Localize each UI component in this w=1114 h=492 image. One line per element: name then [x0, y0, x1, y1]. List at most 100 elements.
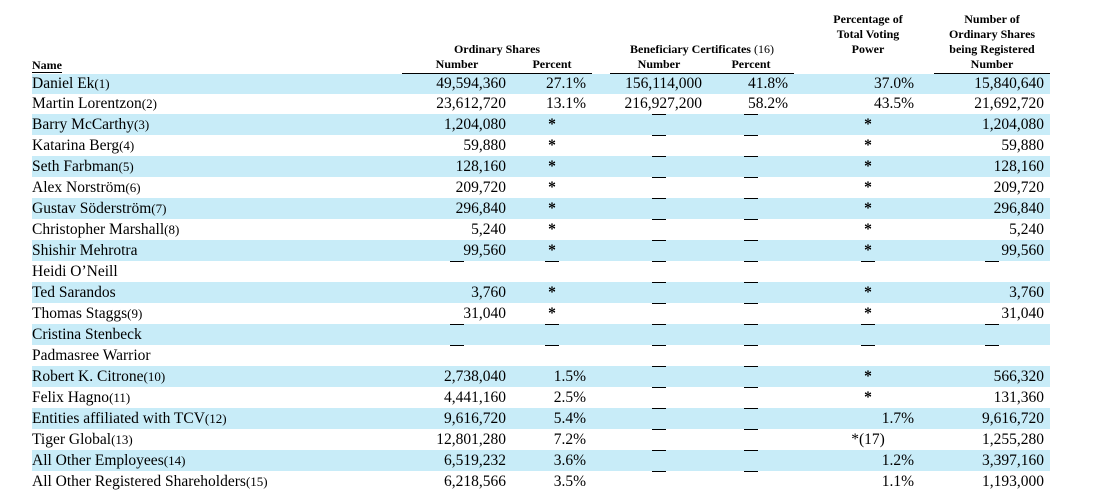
ordinary-shares-percent-value: 1.5%	[554, 368, 586, 385]
beneficiary-certificates-percent-cell: —	[708, 198, 794, 219]
beneficiary-certificates-note: (16)	[754, 42, 774, 57]
column-gap	[794, 450, 816, 471]
shareholder-name-cell: Barry McCarthy(3)	[32, 114, 402, 135]
beneficiary-certificates-percent-cell: —	[708, 135, 794, 156]
ordinary-shares-number-cell: 12,801,280	[402, 429, 512, 450]
shareholder-name: Christopher Marshall	[32, 221, 164, 238]
shareholder-name-cell: Padmasree Warrior	[32, 345, 402, 366]
column-gap	[592, 429, 610, 450]
table-row: Entities affiliated with TCV(12)9,616,72…	[32, 408, 1050, 429]
shareholder-name-cell: Tiger Global(13)	[32, 429, 402, 450]
shareholder-name-cell: Gustav Söderström(7)	[32, 198, 402, 219]
dash-mark: —	[744, 408, 758, 429]
asterisk-mark: *	[548, 221, 556, 238]
shareholder-name: Heidi O’Neill	[32, 263, 118, 280]
column-gap	[920, 156, 934, 177]
bc-percent-header: Percent	[708, 57, 794, 74]
footnote-ref: (7)	[151, 201, 166, 216]
ordinary-shares-number-value: 59,880	[463, 137, 506, 154]
shareholder-name-cell: Katarina Berg(4)	[32, 135, 402, 156]
table-row: Tiger Global(13)12,801,2807.2%——*(17)1,2…	[32, 429, 1050, 450]
dash-mark: —	[450, 345, 464, 366]
beneficiary-certificates-number-cell: —	[610, 429, 708, 450]
asterisk-mark: *	[864, 200, 872, 217]
registered-shares-cell: 128,160	[934, 156, 1050, 177]
shareholder-name: Daniel Ek	[32, 75, 94, 92]
beneficiary-certificates-number-cell: —	[610, 303, 708, 324]
beneficiary-certificates-percent-cell: —	[708, 156, 794, 177]
shareholder-name: Gustav Söderström	[32, 200, 151, 217]
column-gap	[592, 303, 610, 324]
shareholder-name-cell: All Other Registered Shareholders(15)	[32, 471, 402, 492]
registered-shares-cell: 9,616,720	[934, 408, 1050, 429]
ordinary-shares-number-value: 9,616,720	[444, 410, 506, 427]
dash-mark: —	[652, 324, 666, 345]
column-gap	[592, 177, 610, 198]
shareholder-name: Barry McCarthy	[32, 116, 134, 133]
column-gap	[920, 282, 934, 303]
registered-shares-value: 1,204,080	[982, 116, 1044, 133]
voting-power-cell: —	[816, 324, 920, 345]
table-row: All Other Employees(14)6,519,2323.6%——1.…	[32, 450, 1050, 471]
voting-power-header: Percentage of Total Voting Power	[816, 12, 920, 57]
asterisk-mark: *	[864, 242, 872, 259]
voting-power-cell: *	[816, 135, 920, 156]
ordinary-shares-number-value: 128,160	[456, 158, 506, 175]
voting-power-header-spacer	[816, 57, 920, 74]
footnote-ref: (1)	[94, 76, 109, 91]
beneficiary-certificates-number-cell: 216,927,200	[610, 94, 708, 114]
dash-mark: —	[744, 177, 758, 198]
dash-mark: —	[652, 261, 666, 282]
voting-power-cell: —	[816, 261, 920, 282]
beneficiary-certificates-percent-cell: —	[708, 303, 794, 324]
beneficiary-certificates-number-cell: —	[610, 408, 708, 429]
table-row: Gustav Söderström(7)296,840*——*296,840	[32, 198, 1050, 219]
ordinary-shares-number-value: 49,594,360	[436, 75, 506, 92]
column-gap	[592, 156, 610, 177]
ordinary-shares-percent-cell: 27.1%	[512, 74, 592, 95]
voting-power-cell: *	[816, 240, 920, 261]
shareholder-name-cell: Robert K. Citrone(10)	[32, 366, 402, 387]
asterisk-mark: *	[864, 158, 872, 175]
column-gap	[920, 219, 934, 240]
registered-shares-value: 3,397,160	[982, 452, 1044, 469]
beneficiary-certificates-number-cell: —	[610, 366, 708, 387]
shareholder-name: Tiger Global	[32, 431, 111, 448]
column-gap	[920, 471, 934, 492]
ordinary-shares-percent-cell: *	[512, 156, 592, 177]
ordinary-shares-percent-cell: *	[512, 198, 592, 219]
table-row: Padmasree Warrior——————	[32, 345, 1050, 366]
dash-mark: —	[744, 303, 758, 324]
column-gap	[794, 303, 816, 324]
footnote-ref: (11)	[109, 390, 130, 405]
shareholder-name-cell: Daniel Ek(1)	[32, 74, 402, 95]
footnote-ref: (2)	[142, 96, 157, 111]
registered-shares-value: 15,840,640	[974, 75, 1044, 92]
beneficiary-certificates-number-cell: —	[610, 240, 708, 261]
shareholder-name: Ted Sarandos	[32, 284, 116, 301]
column-gap	[794, 177, 816, 198]
table-row: Katarina Berg(4)59,880*——*59,880	[32, 135, 1050, 156]
ordinary-shares-number-value: 12,801,280	[436, 431, 506, 448]
ordinary-shares-number-value: 31,040	[463, 305, 506, 322]
shareholder-name-cell: Shishir Mehrotra	[32, 240, 402, 261]
voting-power-value: 1.2%	[882, 452, 914, 469]
beneficiary-certificates-percent-cell: —	[708, 261, 794, 282]
ordinary-shares-percent-cell: *	[512, 135, 592, 156]
dash-mark: —	[652, 387, 666, 408]
column-gap	[794, 135, 816, 156]
column-gap	[592, 240, 610, 261]
voting-power-cell: 1.2%	[816, 450, 920, 471]
dash-mark: —	[744, 135, 758, 156]
dash-mark: —	[652, 408, 666, 429]
shareholder-name: Katarina Berg	[32, 137, 119, 154]
registered-shares-cell: 131,360	[934, 387, 1050, 408]
column-gap	[592, 324, 610, 345]
shareholder-name: Martin Lorentzon	[32, 95, 142, 112]
beneficiary-certificates-number-value: 216,927,200	[625, 95, 703, 112]
column-gap	[920, 387, 934, 408]
footnote-ref: (3)	[134, 117, 149, 132]
beneficiary-certificates-percent-value: 41.8%	[748, 75, 788, 92]
column-gap	[592, 366, 610, 387]
